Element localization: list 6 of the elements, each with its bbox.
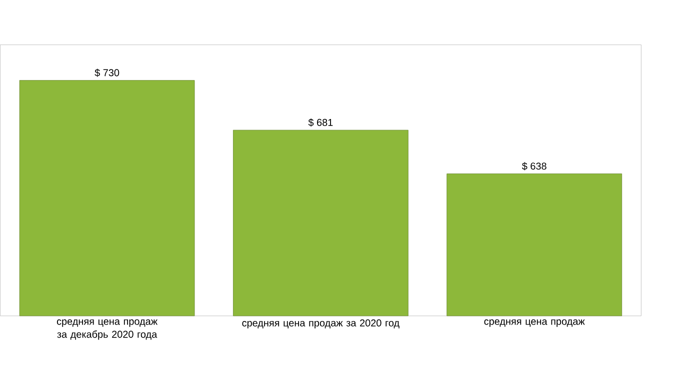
x-tick-label: средняя цена продаж за 2020 год xyxy=(242,319,400,328)
data-label: $ 638 xyxy=(522,162,546,170)
x-tick-label: средняя цена продаж за декабрь 2020 года xyxy=(56,319,158,340)
x-tick-label: средняя цена продаж xyxy=(484,319,585,327)
data-label: $ 730 xyxy=(94,68,120,77)
data-label: $ 681 xyxy=(308,118,333,127)
